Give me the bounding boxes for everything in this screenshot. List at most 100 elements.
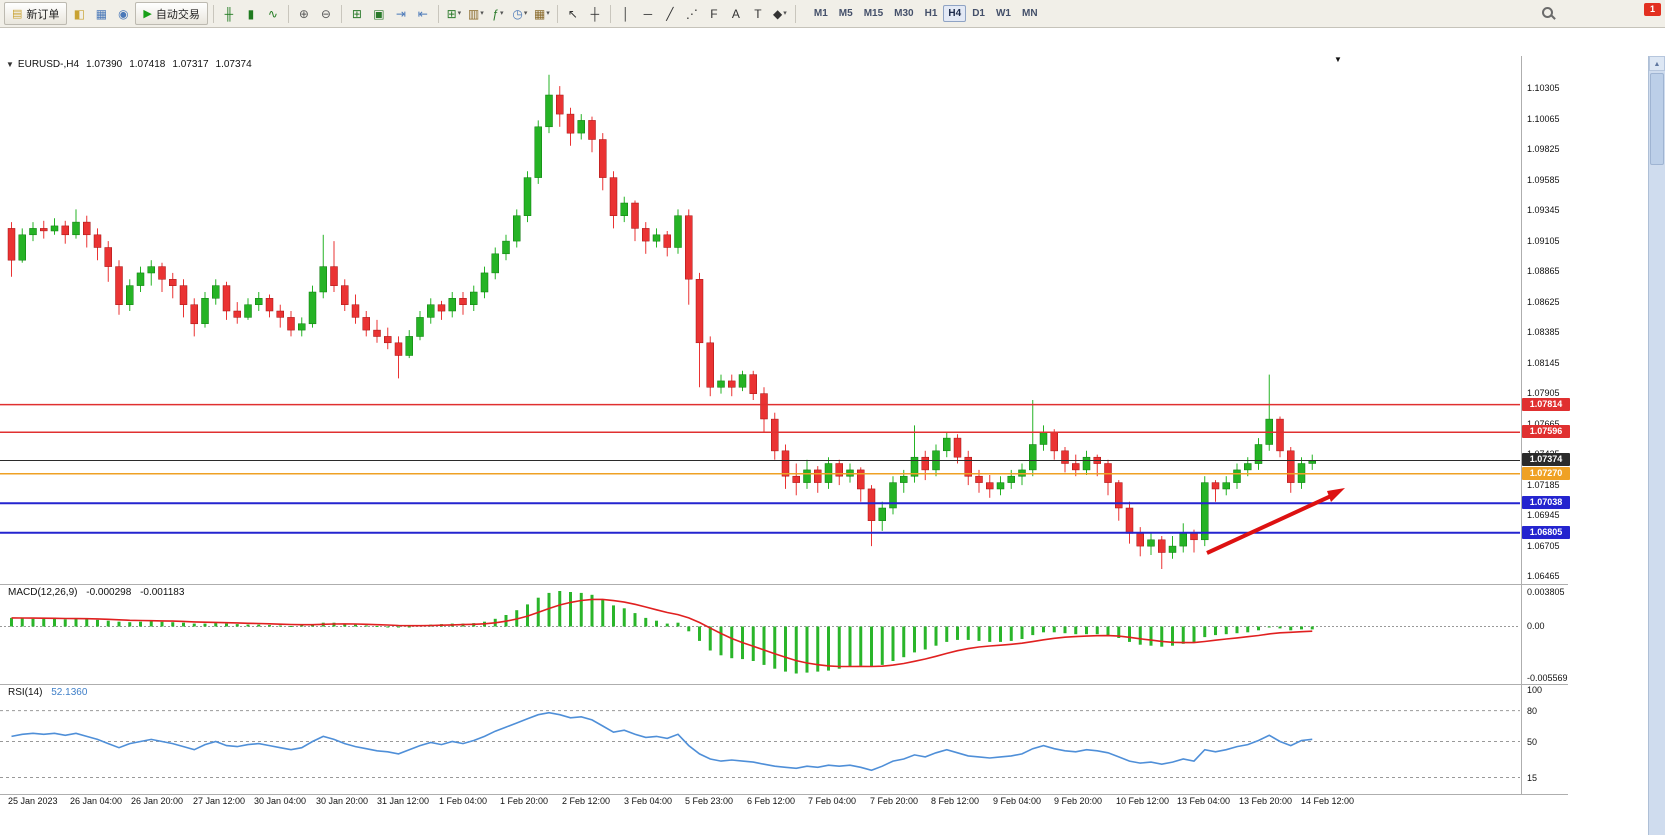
toolbar-separator: [609, 4, 611, 23]
chart-shift-icon[interactable]: ⇤: [413, 4, 433, 24]
price-level-badge: 1.07374: [1522, 453, 1570, 466]
timeframe-m30[interactable]: M30: [894, 8, 914, 19]
vertical-scrollbar[interactable]: ▲ ▼: [1648, 56, 1665, 835]
macd-axis-label: 0.00: [1527, 621, 1545, 631]
price-axis-label: 1.07665: [1527, 418, 1560, 429]
rsi-axis-label: 50: [1527, 736, 1538, 747]
data-window-icon[interactable]: ▦: [91, 4, 111, 24]
new-order-button[interactable]: ▤ 新订单: [4, 2, 68, 25]
navigator-icon[interactable]: ◉: [113, 4, 133, 24]
date-axis-label: 30 Jan 04:00: [254, 796, 307, 806]
horizontal-line-icon[interactable]: ─: [638, 4, 658, 24]
pane-separator[interactable]: [0, 584, 1568, 585]
scroll-up-icon[interactable]: ▲: [1649, 56, 1665, 71]
trendline-icon: ╱: [666, 6, 674, 21]
notification-badge[interactable]: 1: [1644, 3, 1661, 16]
macd-axis-label: 0.003805: [1527, 587, 1565, 597]
auto-trading-button[interactable]: ▶ 自动交易: [135, 2, 208, 25]
fibonacci-icon[interactable]: F: [704, 4, 724, 24]
zoom-in-icon[interactable]: ⊕: [294, 4, 314, 24]
cursor-icon[interactable]: ↖: [563, 4, 583, 24]
rsi-label: RSI(14): [8, 687, 43, 698]
text-icon[interactable]: A: [726, 4, 746, 24]
indicators-icon: ƒ: [492, 6, 499, 21]
zoom-out-icon[interactable]: ⊖: [316, 4, 336, 24]
macd-axis-label: -0.005569: [1527, 673, 1568, 683]
navigator-icon: ◉: [118, 6, 129, 21]
search-icon[interactable]: [1541, 6, 1556, 21]
periods-icon[interactable]: ◷ ▾: [510, 4, 530, 24]
date-axis-label: 2 Feb 12:00: [562, 796, 611, 806]
market-watch-icon[interactable]: ◧: [69, 4, 89, 24]
symbol-timeframe-label: EURUSD-,H4: [17, 59, 80, 70]
bar-chart-icon: ╫: [224, 6, 234, 21]
periods-icon: ◷: [512, 6, 523, 21]
dropdown-caret-icon: ▾: [783, 10, 787, 17]
new-chart-icon: ⊞: [446, 6, 457, 21]
price-axis-label: 1.08625: [1527, 296, 1560, 307]
collapse-chart-icon[interactable]: ▼: [6, 60, 14, 69]
date-axis-label: 10 Feb 12:00: [1116, 796, 1170, 806]
price-axis-line: [1521, 56, 1522, 794]
rsi-indicator-pane[interactable]: [0, 684, 1521, 794]
timeframe-d1[interactable]: D1: [972, 8, 985, 19]
line-chart-icon[interactable]: ∿: [263, 4, 283, 24]
new-order-icon: ▤: [12, 8, 23, 20]
low-value: 1.07317: [172, 59, 209, 70]
timeframe-h4[interactable]: H4: [943, 5, 967, 22]
pane-separator[interactable]: [0, 684, 1568, 685]
auto-trading-button-label: 自动交易: [155, 8, 200, 21]
channel-icon[interactable]: ⋰: [682, 4, 702, 24]
trendline-icon[interactable]: ╱: [660, 4, 680, 24]
chart-title: ▼ EURUSD-,H4 1.07390 1.07418 1.07317 1.0…: [6, 59, 252, 70]
price-level-badge: 1.07270: [1522, 467, 1570, 480]
cascade-windows-icon[interactable]: ▣: [369, 4, 389, 24]
date-axis-label: 31 Jan 12:00: [377, 796, 430, 806]
templates-icon[interactable]: ▦ ▾: [532, 4, 552, 24]
tile-windows-icon[interactable]: ⊞: [347, 4, 367, 24]
timeframe-mn[interactable]: MN: [1021, 8, 1038, 19]
timeframe-m5[interactable]: M5: [838, 8, 853, 19]
price-axis-label: 1.08865: [1527, 266, 1560, 276]
profiles-icon: ▥: [467, 6, 480, 21]
search-lens-icon: [1542, 7, 1553, 18]
indicators-icon[interactable]: ƒ ▾: [488, 4, 508, 24]
date-axis-label: 25 Jan 2023: [8, 796, 58, 806]
auto-scroll-icon[interactable]: ⇥: [391, 4, 411, 24]
main-price-chart[interactable]: [0, 56, 1521, 584]
new-chart-icon[interactable]: ⊞ ▾: [444, 4, 464, 24]
date-axis-label: 26 Jan 04:00: [70, 796, 123, 806]
date-axis-label: 3 Feb 04:00: [624, 796, 673, 806]
timeframe-w1[interactable]: W1: [995, 8, 1011, 19]
macd-indicator-pane[interactable]: [0, 584, 1521, 684]
trend-arrow-head: [1327, 488, 1345, 502]
vertical-line-icon[interactable]: │: [616, 4, 636, 24]
macd-label: MACD(12,26,9): [8, 587, 78, 598]
text-label-icon: T: [754, 6, 762, 21]
shapes-icon: ◆: [773, 6, 783, 21]
price-axis-label: 1.08145: [1527, 357, 1560, 368]
price-axis-label: 1.06705: [1527, 540, 1560, 551]
toolbar-separator: [556, 4, 558, 23]
timeframe-m15[interactable]: M15: [863, 8, 884, 19]
data-window-icon: ▦: [95, 6, 108, 21]
auto-trading-icon: ▶: [143, 8, 152, 20]
bar-chart-icon[interactable]: ╫: [219, 4, 239, 24]
date-axis-label: 26 Jan 20:00: [131, 796, 184, 806]
crosshair-icon: ┼: [590, 6, 600, 21]
dropdown-caret-icon: ▾: [499, 10, 504, 17]
profiles-icon[interactable]: ▥ ▾: [466, 4, 486, 24]
horizontal-line-icon: ─: [643, 6, 653, 21]
market-watch-icon: ◧: [73, 6, 86, 21]
timeframe-h1[interactable]: H1: [924, 8, 938, 19]
crosshair-icon[interactable]: ┼: [585, 4, 605, 24]
auto-scroll-icon: ⇥: [395, 6, 406, 21]
timeframe-m1[interactable]: M1: [813, 8, 828, 19]
candlestick-chart-icon[interactable]: ▮: [241, 4, 261, 24]
trend-arrow-line[interactable]: [1206, 494, 1332, 555]
chart-shift-marker[interactable]: ▼: [1334, 55, 1342, 64]
shapes-icon[interactable]: ◆ ▾: [770, 4, 790, 24]
text-label-icon[interactable]: T: [748, 4, 768, 24]
scrollbar-thumb[interactable]: [1650, 73, 1664, 165]
date-axis-label: 14 Feb 12:00: [1301, 796, 1355, 806]
